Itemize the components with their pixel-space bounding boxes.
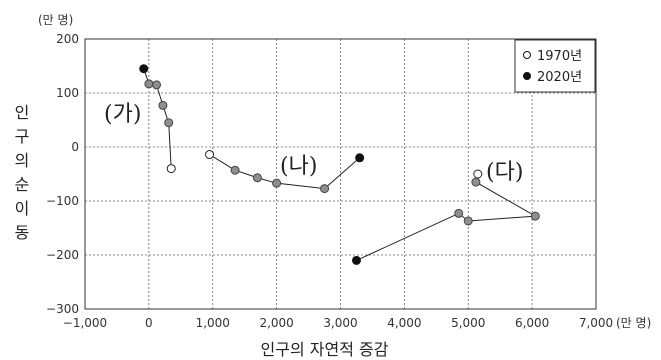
data-point (530, 211, 540, 221)
plot-frame (84, 38, 597, 310)
data-point (471, 177, 481, 187)
series-label: (다) (486, 160, 523, 185)
series-label: (가) (104, 102, 141, 127)
x-axis-unit: (만 명) (616, 316, 651, 330)
y-axis-title-char: 의 (15, 151, 30, 170)
y-tick-label: 0 (71, 140, 79, 154)
y-tick-label: 100 (56, 86, 79, 100)
data-point (320, 184, 330, 194)
series-group: (가) (나) (다) (104, 64, 540, 265)
y-axis-title-char: 동 (15, 223, 30, 242)
series-1: (가) (104, 64, 176, 174)
data-point-1970 (473, 169, 483, 179)
data-point (152, 80, 162, 90)
y-axis-title-char: 순 (15, 175, 30, 194)
x-tick-label: −1,000 (63, 316, 107, 330)
x-tick-label: 3,000 (323, 316, 357, 330)
y-axis-title-char: 이 (15, 199, 30, 218)
series-line (356, 173, 537, 261)
data-point-2020 (351, 255, 361, 265)
legend: 1970년 2020년 (514, 39, 596, 93)
legend-box (514, 39, 596, 93)
x-tick-label: 4,000 (387, 316, 421, 330)
y-tick-label: −100 (46, 194, 79, 208)
x-axis-title: 인구의 자연적 증감 (261, 340, 389, 359)
x-tick-label: 1,000 (196, 316, 230, 330)
data-point-2020 (355, 153, 365, 163)
y-tick-label: −300 (46, 302, 79, 316)
series-label: (나) (280, 154, 317, 179)
data-point (144, 79, 154, 89)
series-line (209, 154, 360, 190)
x-tick-label: 7,000 (579, 316, 613, 330)
y-tick-label: −200 (46, 248, 79, 262)
x-tick-label: 6,000 (515, 316, 549, 330)
y-axis-title-char: 인 (15, 103, 30, 122)
legend-marker-filled (523, 72, 531, 80)
x-tick-label: 2,000 (259, 316, 293, 330)
data-point-2020 (139, 64, 149, 74)
data-point (463, 216, 473, 226)
data-point (454, 208, 464, 218)
x-tick-label: 0 (145, 316, 153, 330)
data-point (252, 173, 262, 183)
legend-marker-open (523, 51, 531, 59)
series-2: (나) (205, 150, 365, 194)
x-tick-label: 5,000 (451, 316, 485, 330)
data-point-1970 (166, 164, 176, 174)
tick-labels: −1,000 0 1,000 2,000 3,000 4,000 5,000 6,000 7,0… (46, 32, 613, 330)
data-point-1970 (205, 150, 215, 160)
y-axis-unit: (만 명) (38, 13, 73, 27)
data-point (164, 118, 174, 128)
data-point (230, 165, 240, 175)
series-3: (다) (351, 160, 540, 265)
legend-label: 1970년 (537, 49, 582, 64)
legend-label: 2020년 (537, 70, 582, 85)
y-tick-label: 200 (56, 32, 79, 46)
data-point (272, 178, 282, 188)
data-point (158, 100, 168, 110)
y-axis-title-char: 구 (15, 127, 30, 146)
